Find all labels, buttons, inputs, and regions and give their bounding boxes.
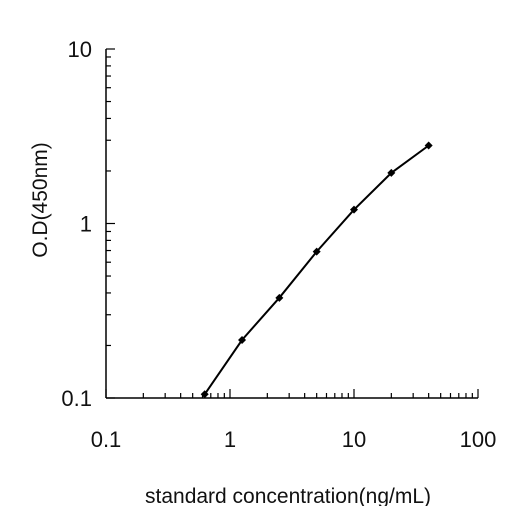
data-point (312, 247, 321, 256)
x-axis-label: standard concentration(ng/mL) (145, 485, 431, 506)
y-tick-label: 0.1 (61, 386, 92, 411)
plot-area (200, 141, 433, 399)
data-point (200, 390, 209, 399)
x-tick-label: 1 (224, 427, 236, 452)
x-tick-label: 100 (460, 427, 497, 452)
data-point (238, 335, 247, 344)
axes: 0.1 1 10 100 0.1 1 10 (61, 37, 496, 452)
x-tick-label: 10 (342, 427, 366, 452)
data-point (275, 293, 284, 302)
data-point (387, 168, 396, 177)
series-line (203, 144, 430, 395)
x-ticks: 0.1 1 10 100 (91, 389, 497, 452)
data-point (350, 205, 358, 214)
y-axis-label: O.D(450nm) (29, 142, 52, 258)
x-tick-label: 0.1 (91, 427, 122, 452)
y-tick-label: 1 (80, 212, 92, 237)
data-point (424, 141, 433, 150)
y-ticks: 0.1 1 10 (61, 37, 115, 411)
y-tick-label: 10 (68, 37, 92, 62)
